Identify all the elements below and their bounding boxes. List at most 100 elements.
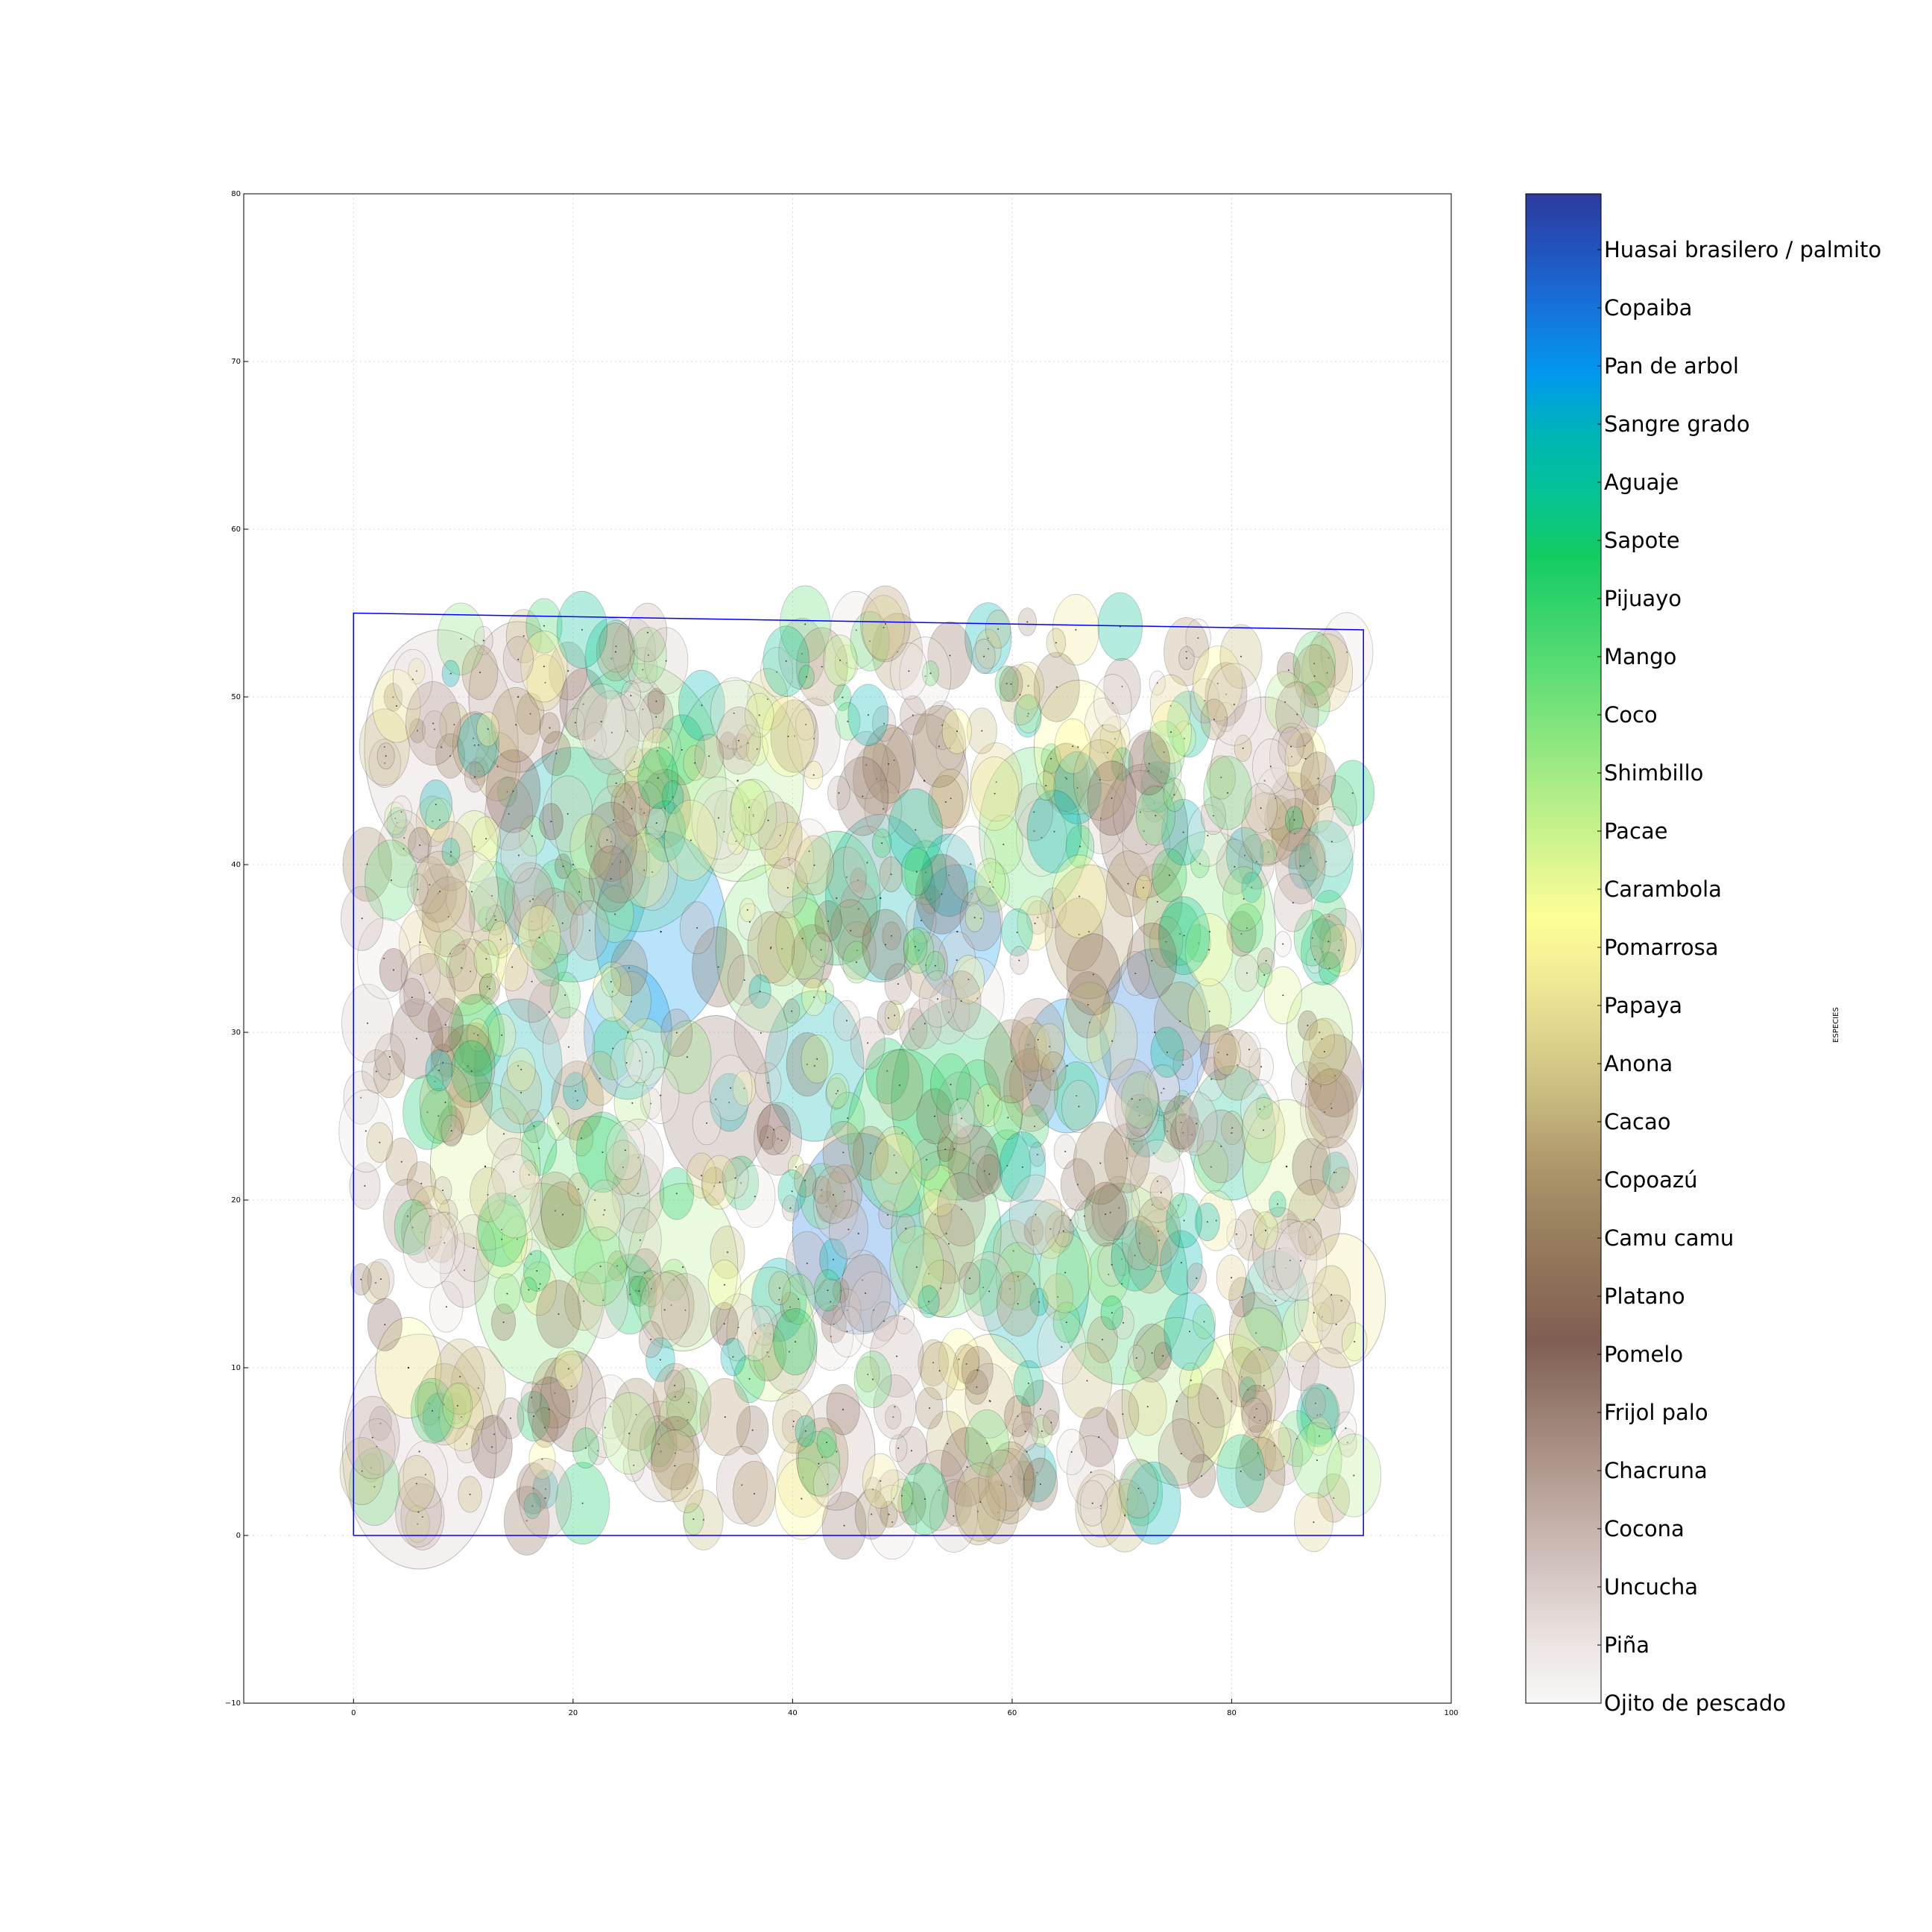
- tree-point: [972, 1162, 974, 1164]
- tree-point: [429, 1247, 431, 1249]
- tree-point: [364, 1130, 367, 1132]
- colorbar-species-label: Camu camu: [1604, 1225, 1734, 1251]
- tree-point: [548, 1011, 550, 1013]
- tree-point: [1077, 746, 1079, 748]
- y-tick-label: 40: [231, 861, 241, 869]
- y-tick-label: 80: [231, 190, 241, 198]
- tree-point: [487, 728, 489, 730]
- tree-point: [508, 812, 510, 815]
- tree-point: [459, 1375, 461, 1377]
- tree-point: [1177, 1204, 1179, 1206]
- tree-point: [903, 1318, 906, 1320]
- tree-point: [576, 1099, 578, 1102]
- tree-point: [960, 1000, 962, 1003]
- tree-point: [1216, 682, 1219, 684]
- tree-point: [616, 1265, 619, 1267]
- tree-point: [1034, 1046, 1036, 1048]
- tree-point: [1310, 1166, 1312, 1168]
- tree-point: [1109, 1211, 1111, 1213]
- tree-point: [1319, 1413, 1322, 1415]
- tree-point: [748, 921, 751, 923]
- tree-point: [1231, 1400, 1233, 1403]
- tree-point: [1173, 794, 1175, 796]
- tree-point: [375, 1282, 377, 1284]
- tree-point: [544, 1427, 546, 1429]
- tree-point: [686, 1487, 688, 1489]
- tree-point: [1024, 1430, 1026, 1433]
- tree-point: [473, 737, 475, 739]
- tree-point: [389, 1055, 391, 1058]
- tree-point: [956, 930, 959, 933]
- tree-point: [360, 1278, 362, 1281]
- tree-point: [1328, 967, 1330, 970]
- tree-point: [577, 1188, 579, 1190]
- tree-point: [450, 1130, 452, 1132]
- tree-point: [444, 1101, 446, 1103]
- tree-point: [787, 736, 789, 738]
- tree-point: [865, 764, 868, 766]
- tree-point: [615, 782, 617, 784]
- tree-point: [1246, 1389, 1248, 1391]
- tree-point: [1345, 1427, 1347, 1430]
- tree-point: [893, 1497, 895, 1500]
- colorbar-species-label: Pomarrosa: [1604, 935, 1719, 960]
- tree-point: [589, 929, 591, 932]
- tree-point: [415, 670, 417, 672]
- tree-point: [1299, 865, 1301, 867]
- tree-point: [442, 1061, 444, 1064]
- tree-point: [1126, 1158, 1128, 1160]
- tree-point: [801, 653, 804, 655]
- tree-point: [1126, 1498, 1128, 1500]
- tree-point: [1278, 1248, 1281, 1250]
- tree-point: [1197, 637, 1199, 640]
- tree-point: [997, 1512, 999, 1514]
- tree-point: [830, 1336, 832, 1338]
- tree-point: [960, 1117, 962, 1120]
- tree-point: [464, 1269, 466, 1272]
- tree-point: [938, 745, 940, 748]
- tree-point: [1335, 1323, 1337, 1325]
- tree-point: [614, 651, 616, 653]
- tree-point: [850, 929, 852, 932]
- tree-point: [1220, 1145, 1222, 1147]
- tree-point: [578, 891, 581, 893]
- y-tick-label: 20: [231, 1196, 241, 1205]
- tree-point: [1111, 1312, 1113, 1314]
- tree-point: [801, 1497, 803, 1500]
- tree-point: [1226, 1053, 1228, 1055]
- tree-point: [670, 1304, 672, 1307]
- tree-point: [1076, 787, 1079, 789]
- tree-point: [1330, 841, 1333, 843]
- tree-point: [599, 1265, 602, 1267]
- colorbar-species-label: Carambola: [1604, 877, 1722, 902]
- tree-point: [402, 847, 405, 850]
- tree-point: [594, 1199, 596, 1202]
- tree-point: [657, 750, 659, 752]
- tree-point: [385, 755, 387, 757]
- tree-point: [1203, 1321, 1205, 1323]
- tree-point: [1208, 930, 1211, 933]
- tree-point: [1275, 1299, 1277, 1302]
- tree-point: [743, 1087, 745, 1090]
- tree-point: [1006, 1164, 1008, 1167]
- tree-point: [642, 669, 644, 671]
- tree-point: [1240, 655, 1242, 657]
- tree-point: [808, 850, 810, 853]
- tree-point: [665, 660, 667, 662]
- tree-point: [1075, 628, 1077, 631]
- tree-point: [567, 1368, 569, 1370]
- tree-point: [370, 1467, 372, 1469]
- colorbar-species-label: Cacao: [1604, 1109, 1670, 1134]
- tree-point: [994, 792, 996, 795]
- tree-point: [1135, 1357, 1137, 1359]
- tree-point: [1296, 713, 1298, 716]
- tree-point: [880, 1480, 882, 1482]
- tree-point: [411, 1226, 414, 1228]
- tree-point: [674, 1452, 676, 1454]
- tree-point: [512, 790, 514, 792]
- tree-point: [529, 900, 531, 903]
- tree-point: [1353, 1474, 1355, 1477]
- tree-point: [1182, 1131, 1184, 1134]
- tree-point: [737, 1326, 739, 1328]
- tree-point: [568, 1046, 570, 1048]
